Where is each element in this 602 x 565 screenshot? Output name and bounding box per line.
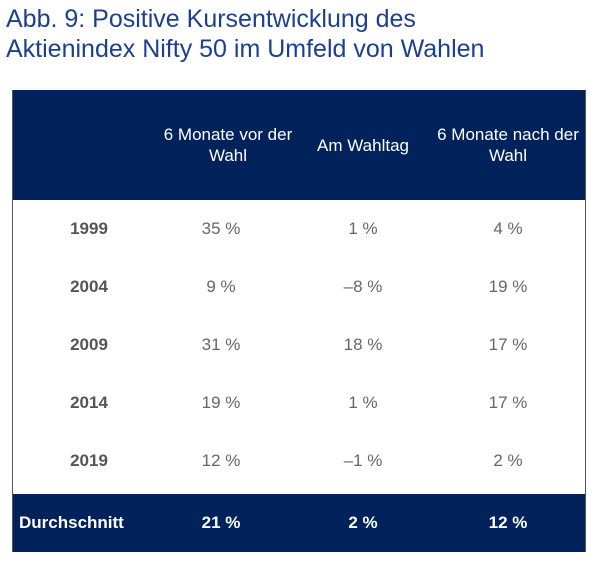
table-cell: 17 % [488,335,528,354]
table-row: 2014 19 % 1 % 17 % [13,374,585,432]
row-year: 2019 [70,451,108,470]
title-line-1: Abb. 9: Positive Kursentwicklung des [6,5,416,33]
table-cell: 1 % [348,393,378,412]
table-row: 2004 9 % –8 % 19 % [13,258,585,316]
table-cell: –8 % [343,277,383,296]
row-year: 2004 [70,277,108,296]
data-table: 6 Monate vor der Wahl Am Wahltag 6 Monat… [12,90,586,552]
table-cell: 2 % [493,451,523,470]
table-cell: –1 % [343,451,383,470]
table-header: 6 Monate vor der Wahl Am Wahltag 6 Monat… [13,90,585,200]
header-election-day: Am Wahltag [317,135,409,155]
table-cell: 1 % [348,219,378,238]
table-cell: 12 % [201,451,241,470]
table-cell: 31 % [201,335,241,354]
table-row: 2019 12 % –1 % 2 % [13,432,585,490]
footer-cell: 21 % [201,513,241,532]
figure-title: Abb. 9: Positive Kursentwicklung des Akt… [6,4,484,64]
footer-cell: 12 % [488,513,528,532]
table-cell: 4 % [493,219,523,238]
table-row: 2009 31 % 18 % 17 % [13,316,585,374]
table-cell: 35 % [201,219,241,238]
row-year: 2014 [70,393,108,412]
table-cell: 9 % [206,277,236,296]
title-line-2: Aktienindex Nifty 50 im Umfeld von Wahle… [6,35,485,63]
header-6-months-before: 6 Monate vor der Wahl [163,125,293,165]
table-cell: 19 % [488,277,528,296]
header-6-months-after: 6 Monate nach der Wahl [437,125,579,165]
table-cell: 17 % [488,393,528,412]
table-cell: 19 % [201,393,241,412]
row-year: 2009 [70,335,108,354]
table-row: 1999 35 % 1 % 4 % [13,200,585,258]
footer-label: Durchschnitt [19,513,124,532]
row-year: 1999 [70,219,108,238]
table-cell: 18 % [343,335,383,354]
table-footer-average: Durchschnitt 21 % 2 % 12 % [13,494,585,552]
footer-cell: 2 % [348,513,378,532]
